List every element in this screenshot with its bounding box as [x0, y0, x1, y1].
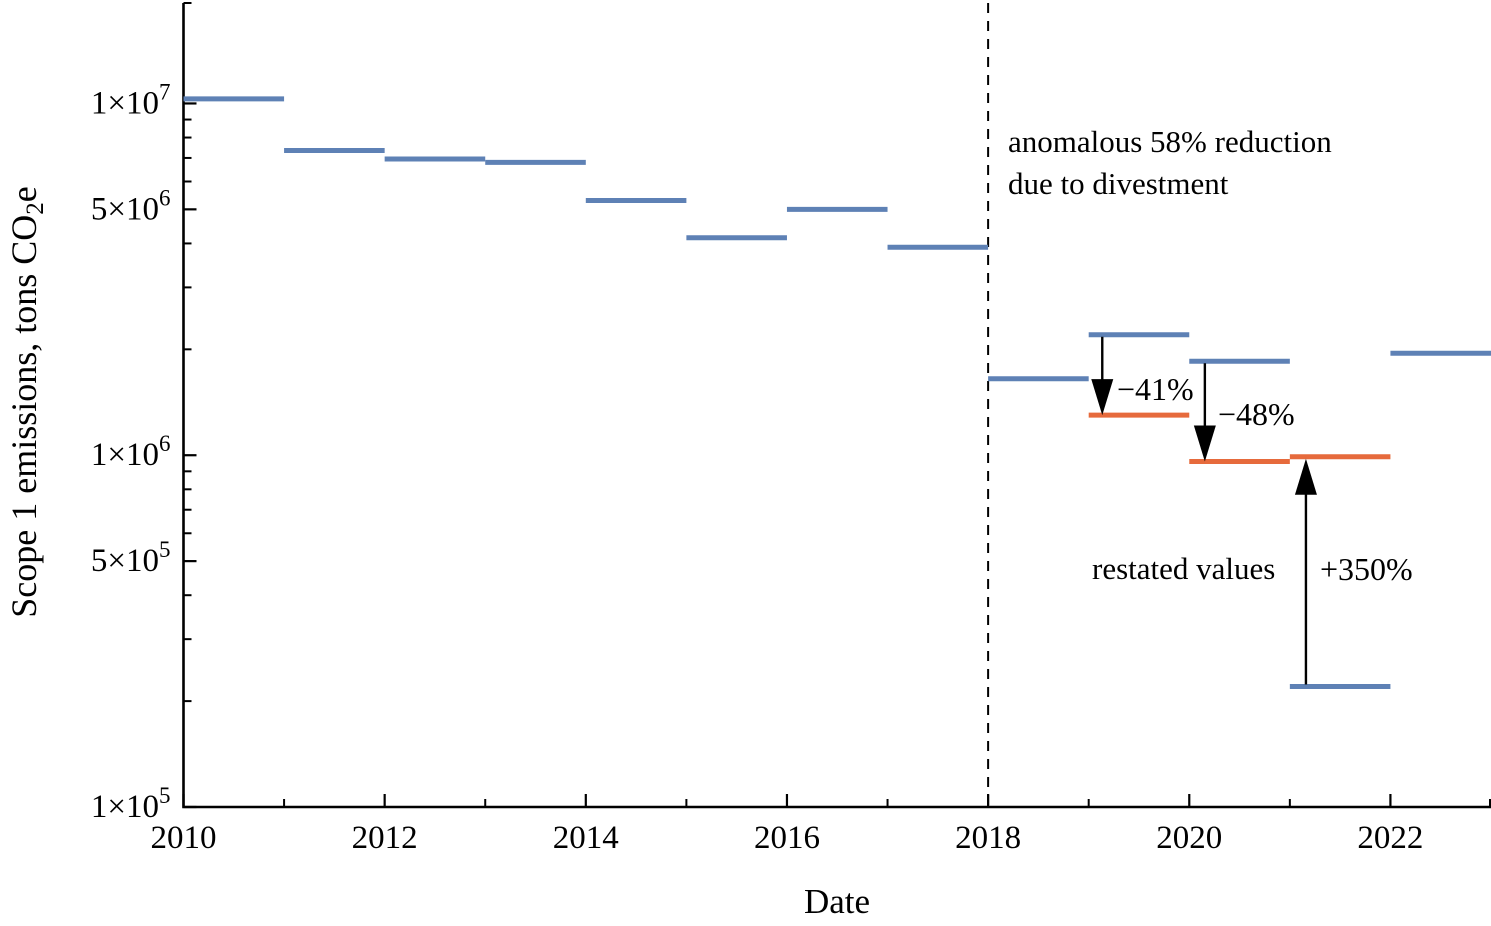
x-axis-tick-label: 2022: [1357, 820, 1423, 856]
x-axis-tick-label: 2012: [352, 820, 418, 856]
x-axis-tick-label: 2014: [553, 820, 619, 856]
x-axis-tick-label: 2018: [955, 820, 1021, 856]
x-axis-title: Date: [803, 882, 871, 921]
divestment-note-line1: anomalous 58% reduction: [1008, 124, 1332, 159]
decrease-arrow-2019-head: [1091, 379, 1114, 416]
y-axis-tick-label: 1×105: [91, 783, 171, 825]
restated-values-label: restated values: [1092, 551, 1276, 586]
pct-change-label-2021: +350%: [1320, 551, 1413, 587]
divestment-note-line2: due to divestment: [1008, 166, 1229, 201]
pct-change-label-2019: −41%: [1117, 371, 1194, 407]
x-axis-tick-label: 2020: [1156, 820, 1222, 856]
y-axis-tick-label: 1×107: [91, 79, 171, 121]
decrease-arrow-2020-head: [1193, 425, 1216, 462]
y-axis-title: Scope 1 emissions, tons CO2e: [4, 186, 49, 618]
y-axis-tick-label: 5×106: [91, 185, 171, 227]
y-axis-tick-label: 1×106: [91, 431, 171, 473]
increase-arrow-2021-head: [1294, 458, 1317, 495]
x-axis-tick-label: 2010: [151, 820, 217, 856]
y-axis-tick-label: 5×105: [91, 537, 171, 579]
x-axis-tick-label: 2016: [754, 820, 820, 856]
pct-change-label-2020: −48%: [1218, 396, 1295, 432]
